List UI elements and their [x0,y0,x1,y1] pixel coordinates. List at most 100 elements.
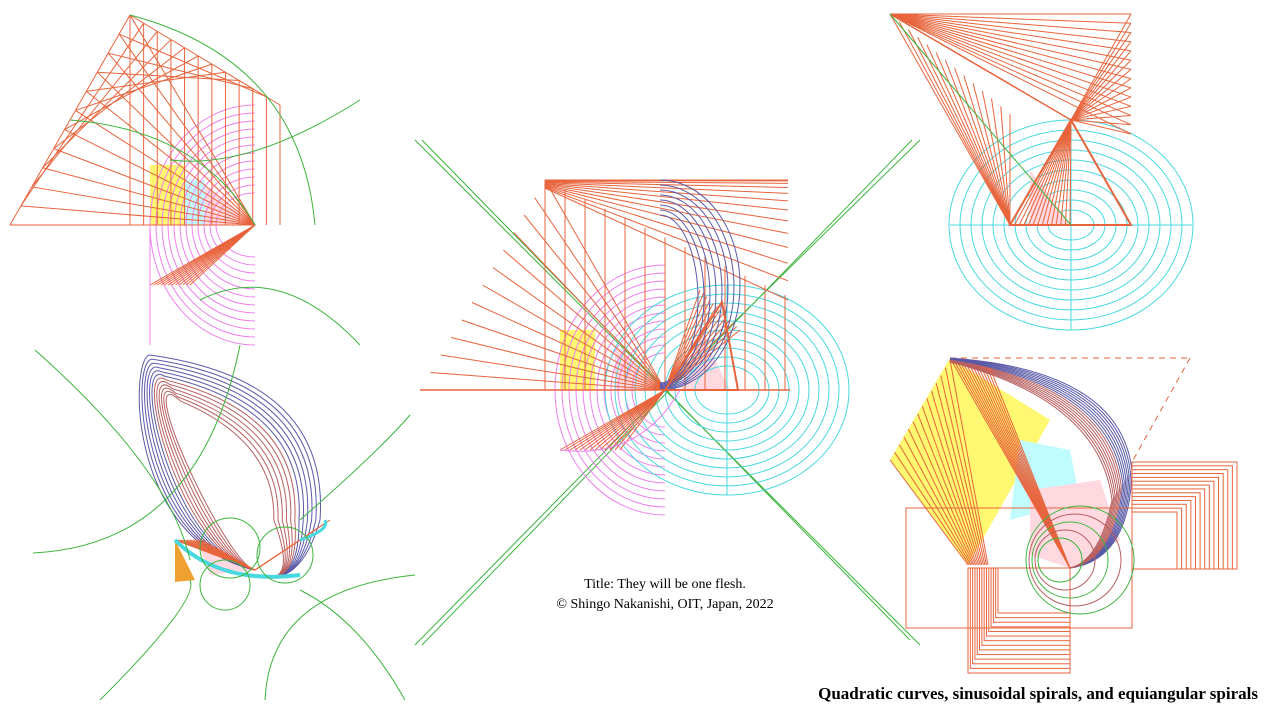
green-asymptote [414,139,666,391]
spiral-arc [949,359,1121,569]
spiral-arc [949,360,1118,569]
orange-fan-line [972,83,1011,226]
green-curve [169,99,361,162]
spiral-arc [165,394,284,579]
orange-horizontal-line [544,181,789,188]
orange-inner-line [1051,119,1072,226]
orange-horizontal-line [544,183,789,211]
orange-chord-line [42,39,172,169]
orange-upper-fan [664,293,704,391]
orange-inner-line [1064,119,1072,226]
orange-fan-line [1070,119,1132,135]
orange-rect [1131,476,1220,570]
orange-fan-line [544,179,666,391]
orange-fan-line [129,14,256,226]
orange-rect [1131,503,1187,570]
orange-fan-line [1070,105,1132,121]
orange-horizontal-line [544,185,789,248]
navy-spiral-arc [659,204,711,386]
spiral-arc [949,361,1113,569]
spiral-arc [156,381,293,579]
orange-chord-line [129,14,281,106]
navy-spiral-arc [659,214,699,384]
orange-fan-line [949,359,989,566]
orange-fan-line [440,354,666,391]
green-circle [199,517,261,579]
orange-rect [972,567,1071,665]
pink-region [1030,170,1071,225]
orange-inner-line [1055,119,1072,226]
orange-fan-line [42,167,256,226]
orange-rect [997,567,1071,614]
orange-fan-line [889,459,969,566]
green-curve [199,286,361,346]
orange-rect [1131,461,1238,570]
orange-rect [981,567,1071,646]
orange-fan-line [908,429,975,566]
orange-horizontal-line [544,184,789,234]
spiral-arc [949,358,1127,569]
orange-fan-line [912,421,977,566]
dashed-line [1131,357,1191,463]
green-asymptote [414,389,666,646]
orange-inner-line [1018,119,1072,226]
orange-fan-line [20,205,256,226]
orange-inner-line [1037,119,1072,226]
orange-horizontal-line [889,13,1132,80]
orange-lower-line [189,224,256,286]
orange-lower-line [609,389,666,451]
artwork-title: Title: They will be one flesh. [584,577,746,592]
orange-fan-line [991,98,1011,226]
orange-rect [1131,480,1215,570]
orange-horizontal-line [544,180,789,184]
orange-fan-line [935,382,984,566]
green-curve [99,579,192,701]
copyright-line: © Shingo Nakanishi, OIT, Japan, 2022 [556,597,774,612]
spiral-arc [949,357,1133,569]
spiral-arc [949,360,1119,569]
orange-horizontal-line [544,186,789,264]
orange-lower-line [604,389,666,451]
orange-chord-line [86,71,226,92]
orange-fan-line [451,337,666,391]
green-curve [299,414,411,521]
navy-spiral-arc [659,184,735,390]
orange-fan-line [534,197,666,391]
spiral-circle [1031,521,1109,599]
orange-fan-line [503,249,666,391]
orange-rect [967,567,1071,674]
spiral-arc [141,358,317,579]
orange-fan-line [1070,41,1132,121]
green-circle [199,559,251,611]
orange-horizontal-line [889,13,1132,126]
orange-fan-line [908,29,1011,226]
orange-fan-line [1000,106,1011,226]
orange-upper-fan [664,316,728,391]
green-curve [299,589,406,701]
orange-fan-line [523,214,666,391]
orange-triangle [663,299,740,391]
orange-rect [1131,507,1183,570]
spiral-arc [160,387,288,579]
caption: Quadratic curves, sinusoidal spirals, an… [818,684,1258,703]
orange-fan-line [1070,32,1132,121]
orange-inner-line [1060,119,1072,226]
orange-fan-line [482,284,666,391]
spiral-arc [949,359,1122,569]
orange-fan-line [944,367,987,566]
orange-rect [1131,484,1210,570]
orange-inner-line [1032,119,1072,226]
orange-chord-line [75,63,212,111]
green-line [889,13,1072,226]
spiral-arc [949,358,1128,569]
orange-upper-fan [664,289,701,391]
orange-fan-line [53,148,256,226]
spiral-arc [949,361,1115,569]
navy-spiral-arc [659,179,741,391]
spiral-arc [949,357,1131,569]
spiral-circle [1034,529,1096,591]
orange-horizontal-line [889,13,1132,52]
spiral-arc [158,384,290,579]
orange-fan-line [898,21,1011,226]
